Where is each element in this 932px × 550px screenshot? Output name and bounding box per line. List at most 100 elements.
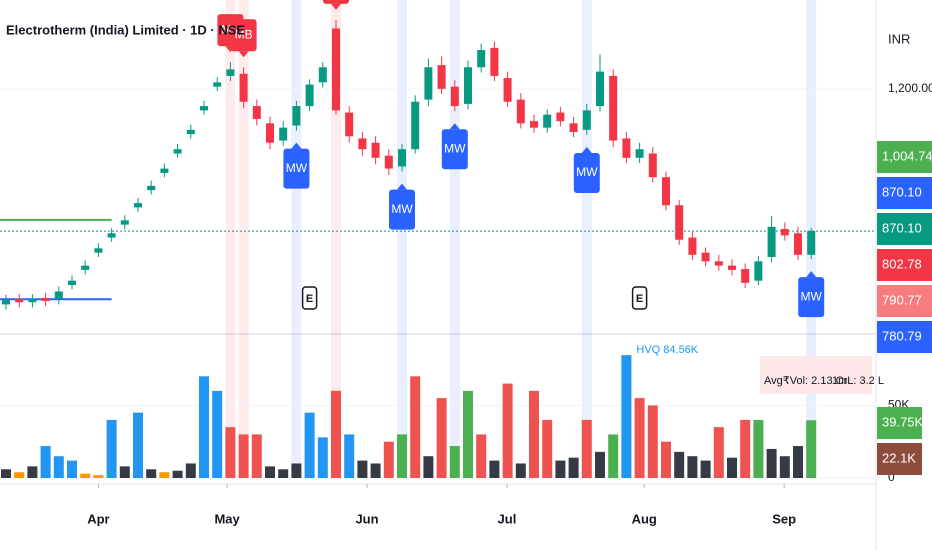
volume-bar [80, 473, 91, 478]
candle-body [503, 78, 512, 102]
candle-body [107, 233, 116, 238]
volume-bar [278, 469, 289, 478]
volume-bar [436, 398, 447, 478]
volume-bar [489, 460, 500, 478]
volume-bar [344, 434, 355, 478]
volume-bar [93, 475, 104, 478]
volume-bar [608, 434, 619, 478]
candle-body [292, 106, 301, 126]
candle-body [490, 47, 499, 76]
highlight-band [331, 0, 341, 478]
candle-body [450, 86, 459, 107]
candle-body [279, 127, 288, 141]
signal-arrow [397, 183, 407, 190]
candle-body [81, 265, 90, 270]
volume-bar [291, 463, 302, 478]
candle-body [543, 114, 552, 128]
price-tag [877, 141, 932, 173]
candle-body [688, 237, 697, 255]
candle-body [398, 149, 406, 167]
candle-body [662, 177, 670, 206]
highlight-band [225, 0, 236, 478]
candle-body [556, 112, 565, 122]
volume-bar [779, 456, 790, 478]
volume-bar [449, 446, 460, 478]
candle-body [701, 252, 710, 262]
volume-bar [185, 463, 196, 478]
signal-badge [323, 0, 349, 4]
candle-body [252, 106, 261, 120]
signal-label: MW [801, 289, 823, 303]
volume-bar [133, 412, 143, 478]
candle-body [134, 203, 142, 208]
candle-body [384, 155, 393, 169]
volume-bar [581, 419, 592, 478]
volume-bar [621, 355, 632, 478]
price-tag-label: 802.78 [882, 256, 922, 271]
x-tick-label: Jun [355, 511, 378, 526]
candle-body [754, 261, 763, 281]
volume-bar [27, 466, 38, 478]
candle-body [609, 75, 618, 141]
volume-bar [740, 419, 751, 478]
candle-body [186, 129, 195, 135]
volume-bar [397, 434, 407, 478]
price-tag [877, 321, 932, 353]
volume-bar [634, 398, 645, 478]
signal-arrow [238, 51, 249, 58]
volume-bar [370, 463, 381, 478]
volume-bar [793, 446, 803, 478]
candle-body [635, 149, 644, 158]
candle-body [15, 299, 24, 303]
candle-body [332, 28, 340, 111]
candle-body [794, 233, 802, 255]
volume-tag [877, 407, 922, 439]
price-tag [877, 285, 932, 317]
price-tag-label: 780.79 [882, 328, 922, 343]
candle-body [411, 101, 420, 150]
signal-arrow [331, 3, 341, 10]
signal-badge [573, 152, 600, 193]
volume-bar [423, 456, 434, 478]
volume-info-box [760, 356, 872, 394]
candle-body [318, 67, 327, 83]
volume-bar [1, 469, 11, 478]
signal-badge [230, 19, 257, 52]
price-tag-label: 790.77 [882, 292, 922, 307]
chart-title: Electrotherm (India) Limited · 1D · NSE [6, 22, 245, 37]
volume-bar [251, 434, 262, 478]
highlight-band [397, 0, 407, 478]
signal-badge [798, 277, 825, 318]
candle-body [767, 226, 776, 257]
highlight-band [291, 0, 302, 478]
volume-bar [331, 390, 341, 478]
volume-bar [14, 472, 25, 478]
volume-bar [595, 451, 605, 478]
price-tag-label: 870.10 [882, 220, 922, 235]
volume-bar [146, 469, 157, 478]
candle-body [173, 149, 182, 154]
candle-body [200, 106, 208, 111]
candle-body [530, 121, 538, 128]
volume-bar [199, 376, 209, 478]
candle-body [358, 138, 367, 150]
earnings-label: E [636, 293, 643, 305]
highlight-band [238, 0, 249, 478]
volume-info: 1mL: 3.2 L [832, 375, 884, 387]
earnings-badge [631, 286, 648, 310]
highlight-band [581, 0, 592, 478]
signal-badge [389, 189, 415, 230]
earnings-label: E [306, 293, 313, 305]
signal-label: MW [391, 202, 413, 216]
volume-tag-label: 22.1K [882, 450, 916, 465]
volume-bar [265, 466, 275, 478]
candle-body [728, 265, 736, 270]
candle-body [345, 112, 354, 137]
volume-bar [674, 451, 685, 478]
volume-bar [67, 460, 77, 478]
volume-tick-label: 0 [888, 470, 895, 484]
candle-body [213, 82, 222, 87]
candle-body [305, 84, 314, 107]
